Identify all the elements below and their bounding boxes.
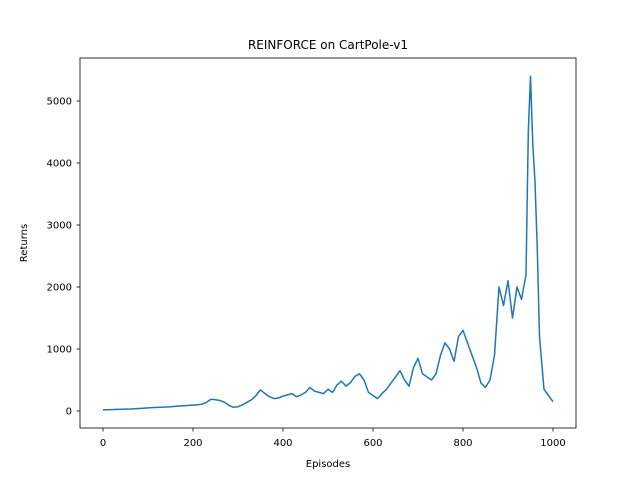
x-axis-label: Episodes [306, 459, 350, 470]
x-axis-ticks: 0 200 400 600 800 1000 [100, 428, 566, 449]
x-tick-label: 800 [453, 438, 472, 449]
y-axis-ticks: 0 1000 2000 3000 4000 5000 [47, 97, 80, 418]
x-tick-label: 400 [273, 438, 292, 449]
x-tick-label: 600 [363, 438, 382, 449]
y-tick-label: 2000 [47, 283, 72, 294]
plot-area [79, 57, 577, 429]
y-tick-label: 0 [66, 407, 72, 418]
y-tick-label: 1000 [47, 345, 72, 356]
y-tick-label: 5000 [47, 97, 72, 108]
x-tick-label: 200 [183, 438, 202, 449]
y-tick-label: 4000 [47, 159, 72, 170]
x-tick-label: 0 [100, 438, 106, 449]
y-axis-label: Returns [19, 224, 30, 262]
returns-line [103, 75, 554, 411]
x-tick-label: 1000 [540, 438, 565, 449]
y-tick-label: 3000 [47, 221, 72, 232]
chart-title: REINFORCE on CartPole-v1 [248, 38, 408, 52]
